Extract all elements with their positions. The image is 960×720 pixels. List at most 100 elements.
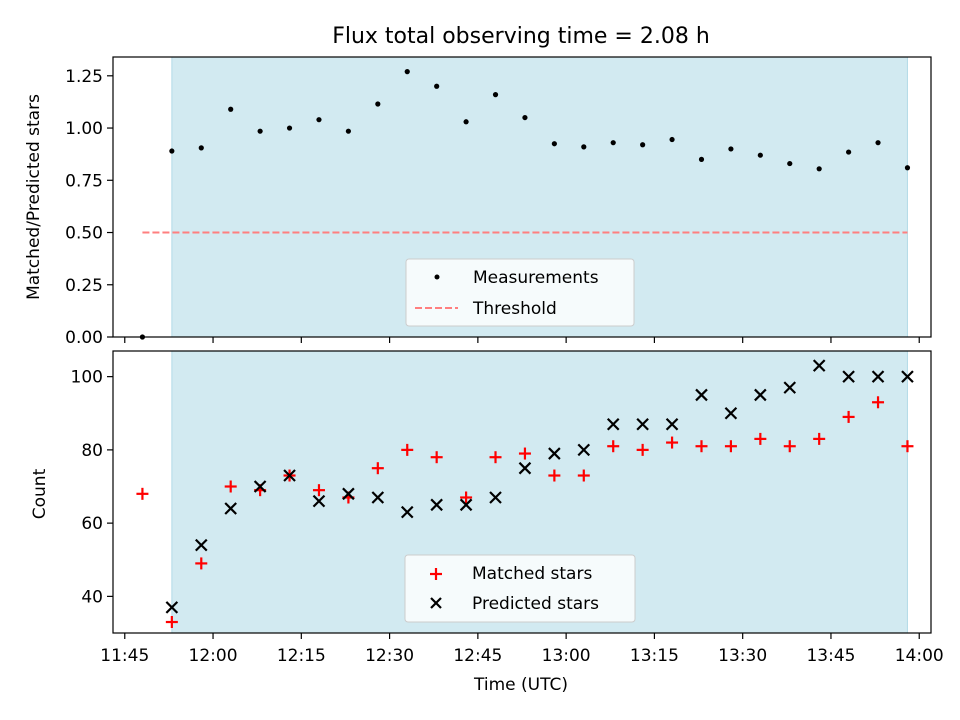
bottom-y-tick-label: 60 <box>81 514 103 534</box>
matched-star-point <box>548 469 561 482</box>
x-tick-label: 13:00 <box>542 646 591 666</box>
matched-star-point <box>371 462 384 475</box>
measurement-point <box>904 165 911 171</box>
matched-star-point <box>901 440 914 453</box>
legend-measurements-label: Measurements <box>473 268 599 288</box>
top-axes-frame <box>112 56 932 338</box>
measurement-point <box>728 146 734 152</box>
x-tick-label: 12:00 <box>189 646 238 666</box>
legend-matched-label: Matched stars <box>472 564 592 584</box>
predicted-star-point <box>459 498 473 512</box>
x-tick-label: 13:15 <box>630 646 679 666</box>
top-legend: Measurements Threshold <box>405 258 635 327</box>
measurement-point <box>640 142 646 148</box>
predicted-star-point <box>371 491 385 504</box>
matched-star-point <box>783 440 796 453</box>
x-tick-label: 13:45 <box>806 646 855 666</box>
top-legend-box <box>405 258 635 327</box>
measurement-point <box>375 101 381 107</box>
predicted-star-point <box>695 388 708 402</box>
legend-measurements-marker <box>434 274 440 280</box>
top-y-tick-label: 1.25 <box>65 67 103 87</box>
matched-star-point <box>666 436 679 449</box>
measurement-point <box>757 152 763 158</box>
matched-star-point <box>724 440 737 453</box>
matched-star-point <box>165 616 178 629</box>
measurement-point <box>492 92 499 98</box>
measurement-point <box>228 106 234 112</box>
top-y-tick-label: 0.50 <box>65 224 103 244</box>
bottom-legend: Matched stars Predicted stars <box>404 554 636 623</box>
matched-star-point <box>518 447 531 460</box>
predicted-star-point <box>518 461 532 475</box>
bottom-y-tick-label: 80 <box>81 441 103 461</box>
top-y-tick-label: 0.25 <box>65 276 103 296</box>
x-tick-label: 12:15 <box>277 646 326 666</box>
matched-star-point <box>754 432 767 445</box>
predicted-star-point <box>253 480 267 493</box>
matched-star-point <box>195 557 208 570</box>
x-tick-label: 12:30 <box>365 646 414 666</box>
bottom-y-tick-label: 100 <box>71 368 103 388</box>
matched-star-point <box>813 432 826 445</box>
predicted-star-point <box>842 370 855 383</box>
predicted-star-point <box>606 417 620 431</box>
x-tick-label: 12:45 <box>453 646 502 666</box>
matched-star-point <box>577 469 590 482</box>
predicted-star-point <box>724 406 738 420</box>
bottom-axes-frame <box>112 350 932 634</box>
top-y-tick-label: 1.00 <box>65 119 103 139</box>
measurement-point <box>286 125 293 131</box>
bottom-y-tick-label: 40 <box>81 587 103 607</box>
predicted-star-point <box>224 502 237 515</box>
x-tick-label: 11:45 <box>100 646 149 666</box>
measurement-point <box>551 141 557 147</box>
predicted-star-point <box>577 443 591 457</box>
chart-title: Flux total observing time = 2.08 h <box>332 24 710 49</box>
matched-star-point <box>224 480 237 493</box>
measurement-point <box>698 156 705 162</box>
top-panel: 0.00 0.25 0.50 0.75 1.00 1.25 Matched/Predict… <box>24 56 932 348</box>
measurement-point <box>316 117 322 123</box>
predicted-star-point <box>636 417 649 431</box>
predicted-star-point <box>665 417 679 431</box>
matched-star-point <box>136 487 149 500</box>
measurement-point <box>434 83 440 89</box>
predicted-star-point <box>548 447 561 460</box>
legend-predicted-marker <box>430 597 442 609</box>
measurement-point <box>404 69 410 75</box>
x-axis-label: Time (UTC) <box>473 675 568 695</box>
predicted-star-point <box>489 491 502 504</box>
matched-star-point <box>695 440 708 453</box>
matched-star-point <box>489 451 502 464</box>
predicted-star-point <box>342 487 355 501</box>
matched-star-point <box>872 396 885 409</box>
measurement-point <box>875 140 881 146</box>
measurement-point <box>846 149 852 155</box>
measurement-point <box>610 140 616 146</box>
bottom-legend-box <box>404 554 636 623</box>
measurement-point <box>816 166 822 172</box>
predicted-star-point <box>165 601 179 614</box>
measurement-point <box>787 160 793 167</box>
legend-threshold-label: Threshold <box>472 299 557 319</box>
predicted-star-point <box>812 359 826 372</box>
predicted-star-point <box>871 370 885 383</box>
measurement-point <box>522 114 528 121</box>
predicted-star-point <box>400 505 414 519</box>
bottom-panel: 40 60 80 100 11:45 12:00 12:15 12:30 12:45 13:00 1… <box>30 350 944 695</box>
x-tick-label: 14:00 <box>895 646 944 666</box>
predicted-star-point <box>754 388 767 402</box>
legend-matched-marker <box>430 568 442 580</box>
measurement-point <box>669 136 675 143</box>
matched-star-point <box>312 484 325 497</box>
matched-star-point <box>460 491 473 504</box>
predicted-star-point <box>283 469 296 482</box>
measurement-point <box>257 128 263 134</box>
measurement-point <box>581 144 587 150</box>
matched-star-point <box>607 440 620 453</box>
measurement-point <box>463 119 469 125</box>
predicted-star-point <box>430 498 443 512</box>
matched-star-point <box>636 443 649 456</box>
